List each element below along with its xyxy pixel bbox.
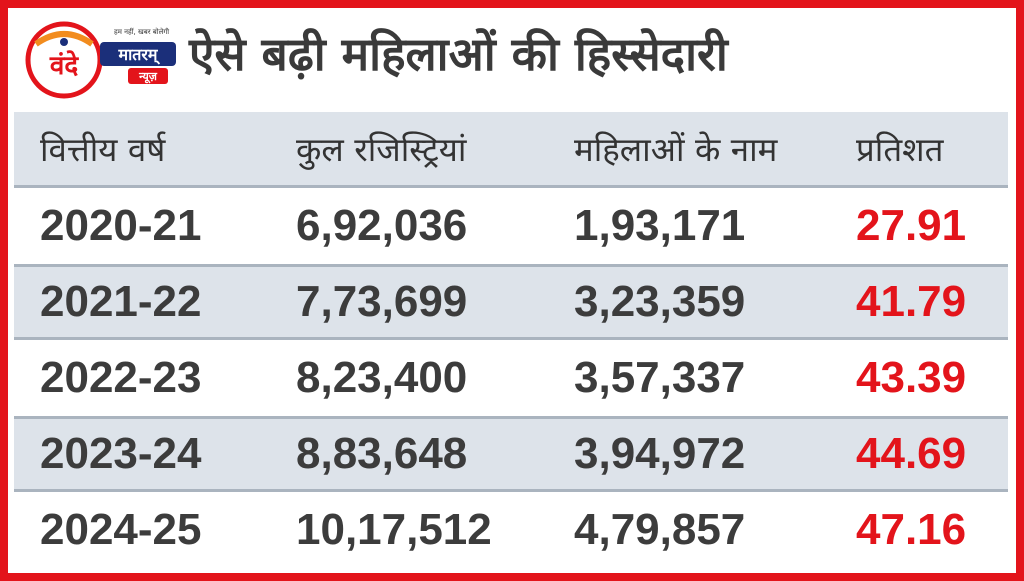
table-row: 2022-23 8,23,400 3,57,337 43.39: [14, 340, 1008, 416]
cell-year: 2021-22: [40, 277, 202, 326]
cell-year: 2023-24: [40, 429, 202, 478]
logo-main-text: वंदे: [49, 50, 79, 81]
infographic: वंदे हम नहीं, खबर बोलेगी मातरम् न्यूज़ ऐ…: [14, 12, 1008, 568]
table-row: 2021-22 7,73,699 3,23,359 41.79: [14, 264, 1008, 340]
table-row: 2024-25 10,17,512 4,79,857 47.16: [14, 492, 1008, 568]
cell-year: 2022-23: [40, 353, 202, 402]
cell-percentage: 44.69: [856, 429, 967, 478]
column-header-women-count: महिलाओं के नाम: [574, 130, 778, 169]
cell-percentage: 43.39: [856, 353, 967, 402]
cell-percentage: 27.91: [856, 201, 967, 250]
table-row: 2023-24 8,83,648 3,94,972 44.69: [14, 416, 1008, 492]
cell-women-count: 3,94,972: [574, 429, 746, 478]
column-header-total-registries: कुल रजिस्ट्रियां: [296, 130, 467, 169]
cell-women-count: 1,93,171: [574, 201, 746, 250]
cell-total-registries: 10,17,512: [296, 505, 492, 554]
column-header-percentage: प्रतिशत: [856, 130, 944, 169]
page-title: ऐसे बढ़ी महिलाओं की हिस्सेदारी: [189, 27, 728, 81]
logo-tagline: हम नहीं, खबर बोलेगी: [114, 27, 169, 36]
cell-year: 2020-21: [40, 201, 202, 250]
table-header-row: वित्तीय वर्ष कुल रजिस्ट्रियां महिलाओं के न…: [14, 112, 1008, 188]
cell-total-registries: 6,92,036: [296, 201, 468, 250]
cell-women-count: 3,23,359: [574, 277, 746, 326]
cell-women-count: 3,57,337: [574, 353, 746, 402]
table-row: 2020-21 6,92,036 1,93,171 27.91: [14, 188, 1008, 264]
cell-total-registries: 8,83,648: [296, 429, 468, 478]
cell-percentage: 47.16: [856, 505, 967, 554]
vande-mataram-logo-icon: वंदे हम नहीं, खबर बोलेगी मातरम् न्यूज़: [25, 21, 176, 99]
logo-sub-text: मातरम्: [118, 45, 161, 65]
column-header-year: वित्तीय वर्ष: [40, 130, 166, 169]
cell-year: 2024-25: [40, 505, 202, 554]
data-table: वित्तीय वर्ष कुल रजिस्ट्रियां महिलाओं के न…: [14, 112, 1008, 568]
cell-total-registries: 7,73,699: [296, 277, 468, 326]
cell-percentage: 41.79: [856, 277, 967, 326]
cell-total-registries: 8,23,400: [296, 353, 468, 402]
cell-women-count: 4,79,857: [574, 505, 746, 554]
logo-tag-text: न्यूज़: [138, 70, 158, 84]
header: वंदे हम नहीं, खबर बोलेगी मातरम् न्यूज़ ऐ…: [14, 12, 1008, 112]
